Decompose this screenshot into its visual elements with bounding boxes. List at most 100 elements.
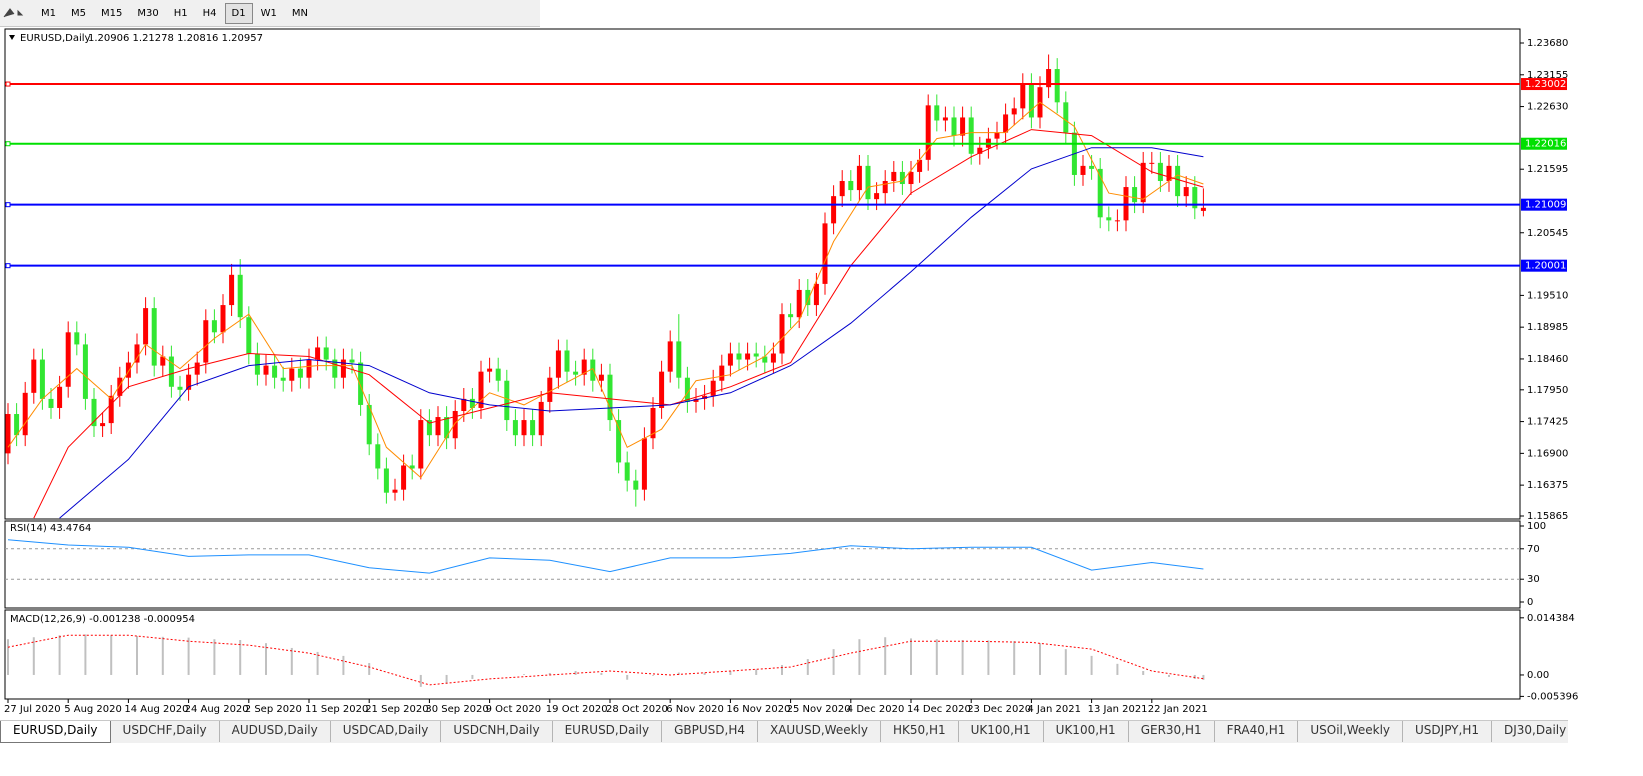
candle-body	[770, 353, 776, 363]
candle-body	[779, 314, 785, 354]
level-anchor	[5, 202, 11, 208]
candle-body	[263, 365, 269, 375]
candle-body	[1200, 207, 1206, 211]
level-label: 1.22016	[1525, 139, 1566, 150]
y-tick-label: 1.20545	[1527, 228, 1568, 239]
candle-body	[555, 350, 561, 378]
timeframe-button[interactable]: W1	[260, 7, 277, 19]
candle-body	[57, 386, 63, 408]
candle-body	[616, 420, 622, 463]
chart-tab[interactable]: USDCAD,Daily	[331, 721, 442, 742]
candle-body	[74, 332, 80, 345]
timeframe-button[interactable]: M1	[41, 7, 56, 19]
candle-body	[392, 489, 398, 493]
candle-body	[891, 171, 897, 182]
candle-body	[143, 308, 149, 345]
candle-body	[1080, 165, 1086, 175]
candle-body	[375, 444, 381, 469]
candle-body	[633, 480, 639, 490]
candle-body	[805, 289, 811, 306]
x-tick-label: 27 Jul 2020	[4, 704, 61, 715]
candle-body	[736, 353, 742, 360]
timeframe-button[interactable]: H1	[173, 7, 188, 19]
candle-body	[31, 359, 37, 393]
candle-body	[1140, 162, 1146, 203]
y-tick-label: 1.18460	[1527, 354, 1568, 365]
candle-body	[856, 165, 862, 191]
timeframe-button[interactable]: M30	[137, 7, 159, 19]
candle-body	[667, 341, 673, 372]
candle-body	[719, 365, 725, 381]
chart-tab[interactable]: UK100,H1	[959, 721, 1044, 742]
chart-tab[interactable]: AUDUSD,Daily	[220, 721, 331, 742]
candle-body	[745, 353, 751, 360]
chart-tab[interactable]: EURUSD,Daily	[553, 721, 663, 742]
candle-body	[289, 368, 295, 381]
candle-body	[134, 344, 140, 363]
level-label-box	[1521, 259, 1567, 272]
chart-tab[interactable]: USDCNH,Daily	[441, 721, 553, 742]
chart-tab[interactable]: HK50,H1	[881, 721, 959, 742]
candle-body	[1003, 114, 1009, 133]
timeframe-button[interactable]: M5	[71, 7, 86, 19]
chart-tabs: EURUSD,Daily USDCHF,Daily AUDUSD,Daily USDC…	[0, 720, 1568, 743]
timeframe-button[interactable]: D1	[224, 2, 253, 24]
timeframe-button[interactable]: M15	[101, 7, 123, 19]
candle-body	[813, 283, 819, 306]
candle-body	[160, 356, 166, 366]
chart-tab[interactable]: EURUSD,Daily	[0, 721, 111, 743]
y-tick-label: 1.18985	[1527, 322, 1568, 333]
rsi-title: RSI(14) 43.4764	[10, 523, 91, 534]
y-tick-label: 1.17425	[1527, 417, 1568, 428]
symbol-menu-arrow[interactable]	[9, 35, 15, 40]
candle-body	[1011, 108, 1017, 115]
candle-body	[676, 341, 682, 378]
rsi-panel	[4, 520, 1521, 609]
chart-tab[interactable]: XAUUSD,Weekly	[758, 721, 881, 742]
chart-tab[interactable]: UK100,H1	[1044, 721, 1129, 742]
x-tick-label: 6 Nov 2020	[666, 704, 724, 715]
candle-body	[1183, 187, 1189, 197]
macd-panel	[4, 609, 1521, 700]
toolbar-icon[interactable]	[2, 6, 26, 20]
candle-body	[942, 117, 948, 121]
candle-body	[203, 320, 209, 363]
y-tick-label: 100	[1527, 521, 1546, 532]
chart-tab[interactable]: USDJPY,H1	[1403, 721, 1492, 742]
timeframe-button[interactable]: H4	[202, 7, 217, 19]
candle-body	[280, 377, 286, 381]
y-tick-label: -0.005396	[1527, 691, 1578, 702]
main-panel	[4, 28, 1521, 520]
moving-average	[33, 129, 1204, 519]
candle-body	[925, 105, 931, 160]
candle-body	[1054, 69, 1060, 103]
candle-body	[418, 420, 424, 469]
chart-tab[interactable]: GBPUSD,H4	[662, 721, 758, 742]
candle-body	[401, 465, 407, 490]
candle-body	[977, 147, 983, 154]
y-tick-label: 1.15865	[1527, 511, 1568, 522]
moving-average	[59, 147, 1204, 519]
candle-body	[349, 359, 355, 363]
candle-body	[831, 196, 837, 224]
candle-body	[512, 420, 518, 436]
chart-tab[interactable]: GER30,H1	[1129, 721, 1215, 742]
candle-body	[487, 368, 493, 372]
chart-tab[interactable]: USDCHF,Daily	[111, 721, 220, 742]
x-tick-label: 11 Sep 2020	[305, 704, 368, 715]
y-tick-label: 1.17950	[1527, 385, 1568, 396]
candle-body	[211, 320, 217, 333]
candle-body	[1020, 84, 1026, 109]
candle-body	[469, 398, 475, 408]
candle-body	[186, 374, 192, 390]
candle-body	[899, 171, 905, 185]
chart-tab[interactable]: DJ30,Daily	[1492, 721, 1568, 742]
chart-tab[interactable]: FRA40,H1	[1215, 721, 1299, 742]
y-tick-label: 1.21595	[1527, 164, 1568, 175]
level-label-box	[1521, 198, 1567, 211]
candle-body	[1046, 69, 1052, 88]
candle-body	[934, 105, 940, 121]
timeframe-button[interactable]: MN	[291, 7, 308, 19]
x-tick-label: 30 Sep 2020	[425, 704, 488, 715]
chart-tab[interactable]: USOil,Weekly	[1298, 721, 1404, 742]
